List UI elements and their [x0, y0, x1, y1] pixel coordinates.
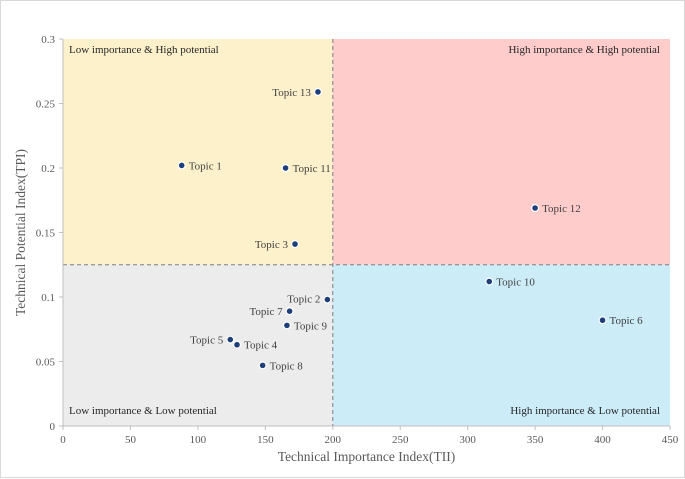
data-point: Topic 13: [272, 87, 322, 99]
quadrant-top-right: [332, 39, 670, 265]
point-marker: [282, 321, 291, 330]
point-marker: [323, 295, 332, 304]
quadrant-dividers: [63, 39, 670, 426]
data-point: Topic 7: [249, 306, 294, 318]
data-point: Topic 1: [177, 160, 222, 172]
y-axis-title: Technical Potential Index(TPI): [13, 149, 28, 316]
x-tick-label: 400: [594, 434, 611, 446]
point-label: Topic 10: [496, 277, 535, 289]
point-label: Topic 2: [287, 294, 320, 306]
point-marker: [177, 161, 186, 170]
point-label: Topic 7: [249, 306, 283, 318]
data-point: Topic 12: [531, 203, 581, 215]
data-point: Topic 10: [485, 277, 535, 289]
x-tick-label: 200: [325, 434, 342, 446]
data-point: Topic 9: [282, 320, 328, 332]
point-marker: [313, 87, 322, 96]
data-point: Topic 11: [281, 163, 331, 175]
quadrant-label-top-right: High importance & High potential: [508, 44, 660, 56]
point-label: Topic 11: [293, 163, 331, 175]
y-tick-label: 0.05: [36, 357, 56, 369]
point-marker: [485, 277, 494, 286]
point-marker: [285, 307, 294, 316]
point-marker: [291, 240, 300, 249]
data-point: Topic 4: [233, 340, 278, 352]
x-axis-title: Technical Importance Index(TII): [278, 449, 455, 464]
y-tick-label: 0.15: [36, 228, 56, 240]
y-tick-label: 0.25: [36, 99, 56, 111]
data-points: Topic 1 Topic 2 Topic 3 Topic 4 Topic 5 Topic…: [177, 87, 644, 372]
x-tick-label: 350: [527, 434, 544, 446]
quadrant-label-bottom-left: Low importance & Low potential: [69, 405, 217, 417]
quadrant-labels: Low importance & High potential High impo…: [69, 44, 660, 417]
x-tick-label: 150: [257, 434, 274, 446]
data-point: Topic 5: [190, 335, 235, 347]
x-tick-label: 0: [60, 434, 66, 446]
quadrant-label-top-left: Low importance & High potential: [69, 44, 219, 56]
quadrant-backgrounds: [63, 39, 670, 426]
point-label: Topic 4: [244, 340, 278, 352]
x-tick-label: 100: [190, 434, 207, 446]
quadrant-label-bottom-right: High importance & Low potential: [510, 405, 660, 417]
quadrant-bottom-left: [63, 264, 333, 426]
data-point: Topic 8: [258, 360, 304, 372]
x-tick-label: 50: [125, 434, 137, 446]
x-tick-label: 250: [392, 434, 409, 446]
point-label: Topic 9: [294, 320, 328, 332]
point-marker: [281, 164, 290, 173]
point-label: Topic 6: [610, 315, 644, 327]
point-marker: [598, 316, 607, 325]
y-tick-label: 0.2: [41, 163, 55, 175]
point-marker: [258, 361, 267, 370]
point-marker: [531, 203, 540, 212]
y-tick-label: 0.3: [41, 34, 55, 46]
y-tick-label: 0: [50, 421, 56, 433]
point-label: Topic 12: [542, 203, 581, 215]
point-marker: [226, 335, 235, 344]
point-label: Topic 8: [270, 360, 304, 372]
quadrant-bottom-right: [332, 264, 670, 426]
quadrant-top-left: [63, 39, 333, 265]
x-tick-label: 450: [662, 434, 679, 446]
y-tick-label: 0.1: [41, 292, 55, 304]
data-point: Topic 3: [255, 239, 300, 251]
point-label: Topic 5: [190, 335, 224, 347]
data-point: Topic 2: [287, 294, 332, 306]
point-label: Topic 1: [189, 160, 222, 172]
x-tick-label: 300: [459, 434, 476, 446]
data-point: Topic 6: [598, 315, 644, 327]
point-marker: [233, 340, 242, 349]
axes: 0 50 100 150 200 250 300 350 400 450 0 0.05 0.1 0.15 0…: [36, 34, 679, 446]
point-label: Topic 3: [255, 239, 289, 251]
point-label: Topic 13: [272, 87, 311, 99]
